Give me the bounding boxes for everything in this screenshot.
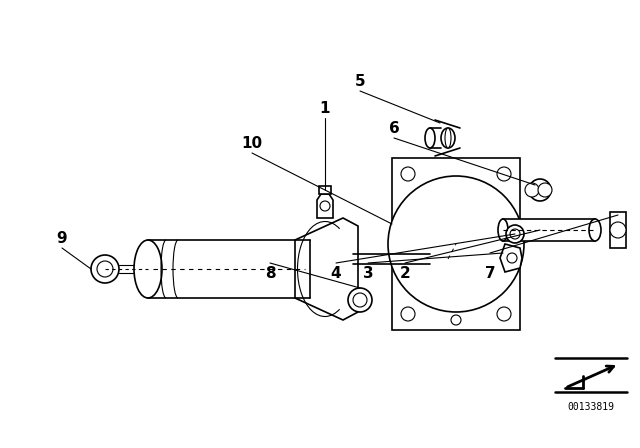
Circle shape — [320, 201, 330, 211]
Text: 3: 3 — [363, 266, 373, 280]
Circle shape — [91, 255, 119, 283]
Ellipse shape — [589, 219, 601, 241]
Ellipse shape — [498, 219, 508, 241]
Circle shape — [538, 183, 552, 197]
Ellipse shape — [134, 240, 162, 298]
Circle shape — [610, 222, 626, 238]
Circle shape — [510, 229, 520, 239]
Text: 5: 5 — [355, 73, 365, 89]
Circle shape — [401, 167, 415, 181]
Text: 2: 2 — [399, 266, 410, 280]
Polygon shape — [503, 219, 595, 241]
Text: 10: 10 — [241, 135, 262, 151]
Polygon shape — [430, 254, 448, 264]
Text: 9: 9 — [57, 231, 67, 246]
Text: 4: 4 — [331, 266, 341, 280]
Polygon shape — [319, 186, 331, 194]
Polygon shape — [610, 212, 626, 248]
Text: 6: 6 — [388, 121, 399, 135]
Circle shape — [348, 288, 372, 312]
Circle shape — [507, 253, 517, 263]
Circle shape — [451, 315, 461, 325]
Polygon shape — [295, 218, 358, 320]
Circle shape — [497, 167, 511, 181]
Ellipse shape — [445, 128, 451, 148]
Circle shape — [529, 179, 551, 201]
Text: 00133819: 00133819 — [568, 402, 614, 412]
Circle shape — [506, 225, 524, 243]
Polygon shape — [392, 158, 520, 330]
Polygon shape — [500, 244, 522, 272]
Text: 1: 1 — [320, 100, 330, 116]
Circle shape — [97, 261, 113, 277]
Polygon shape — [317, 194, 333, 218]
Circle shape — [353, 293, 367, 307]
Text: 7: 7 — [484, 266, 495, 280]
Circle shape — [525, 183, 539, 197]
Circle shape — [388, 176, 524, 312]
Ellipse shape — [441, 128, 455, 148]
Text: 8: 8 — [265, 266, 275, 280]
Circle shape — [401, 307, 415, 321]
Circle shape — [497, 307, 511, 321]
Ellipse shape — [425, 128, 435, 148]
